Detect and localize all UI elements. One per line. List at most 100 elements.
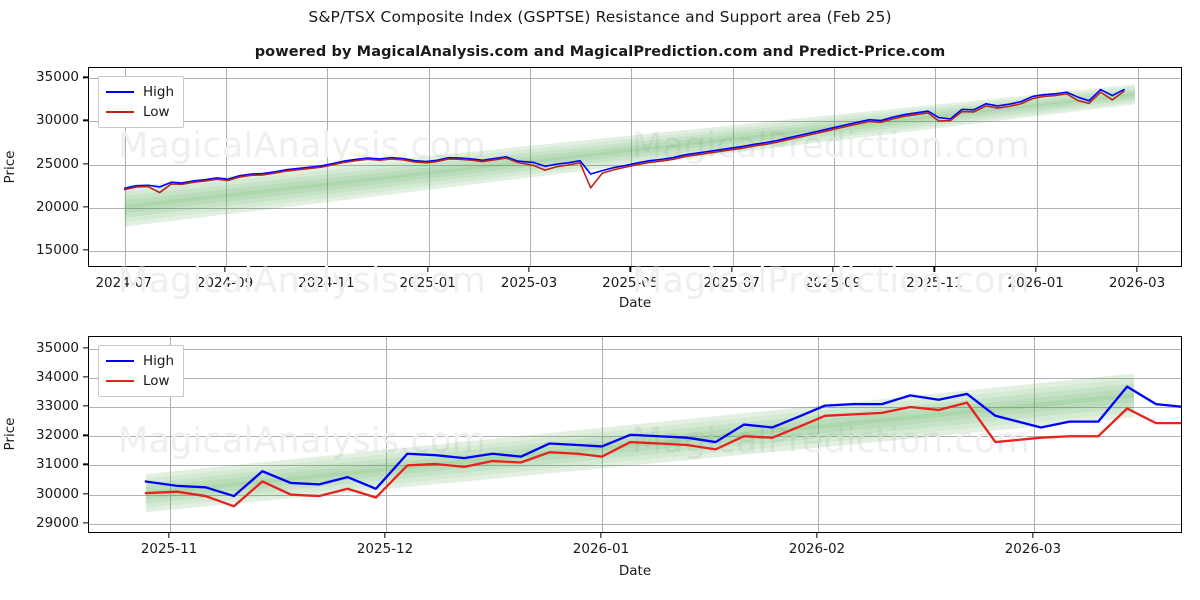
- x-tick-mark: [224, 267, 226, 272]
- gridline-vertical: [935, 68, 937, 266]
- x-tick-mark: [384, 533, 386, 538]
- gridline-vertical: [1138, 68, 1140, 266]
- x-tick-label: 2025-05: [602, 275, 659, 291]
- gridline-vertical: [386, 337, 388, 532]
- y-tick-label: 34000: [36, 368, 79, 385]
- legend-entry-high: High: [106, 351, 174, 371]
- y-tick-label: 30000: [36, 112, 79, 129]
- gridline-horizontal: [89, 465, 1181, 467]
- legend-label-high: High: [143, 84, 175, 100]
- x-tick-label: 2025-07: [703, 275, 760, 291]
- gridline-vertical: [124, 68, 126, 266]
- gridline-horizontal: [89, 436, 1181, 438]
- x-tick-mark: [933, 267, 935, 272]
- gridline-horizontal: [89, 407, 1181, 409]
- gridline-horizontal: [89, 121, 1181, 123]
- gridline-vertical: [428, 68, 430, 266]
- x-tick-mark: [325, 267, 327, 272]
- legend-entry-high: High: [106, 82, 174, 102]
- x-tick-label: 2025-09: [804, 275, 862, 291]
- y-tick-label: 15000: [36, 241, 79, 258]
- zoom-y-axis-label: Price: [2, 417, 18, 451]
- gridline-vertical: [601, 337, 603, 532]
- overview-plot-area: [88, 67, 1182, 267]
- x-tick-label: 2026-03: [1004, 541, 1062, 557]
- support-resistance-band: [145, 373, 1135, 513]
- legend-swatch-low: [106, 111, 134, 113]
- legend-swatch-low: [106, 380, 134, 382]
- x-tick-label: 2025-11: [140, 541, 198, 557]
- x-tick-label: 2025-03: [500, 275, 558, 291]
- x-tick-mark: [600, 533, 602, 538]
- x-tick-label: 2025-12: [356, 541, 414, 557]
- x-tick-mark: [731, 267, 733, 272]
- gridline-horizontal: [89, 377, 1181, 379]
- x-tick-label: 2026-03: [1108, 275, 1166, 291]
- y-tick-label: 32000: [36, 427, 79, 444]
- zoom-x-axis-label: Date: [618, 563, 652, 579]
- gridline-horizontal: [89, 207, 1181, 209]
- legend-swatch-high: [106, 91, 134, 93]
- x-tick-mark: [832, 267, 834, 272]
- x-tick-mark: [1032, 533, 1034, 538]
- y-tick-mark: [83, 492, 88, 495]
- overview-x-axis-label: Date: [618, 295, 652, 311]
- y-tick-mark: [83, 119, 88, 122]
- y-tick-mark: [83, 347, 88, 349]
- x-tick-mark: [427, 267, 429, 272]
- gridline-vertical: [1033, 337, 1035, 532]
- legend-entry-low: Low: [106, 371, 174, 391]
- legend-entry-low: Low: [106, 102, 174, 122]
- legend-label-low: Low: [143, 373, 170, 389]
- gridline-vertical: [226, 68, 227, 266]
- zoom-legend: High Low: [98, 345, 185, 397]
- zoom-plot-area: [88, 336, 1182, 533]
- y-tick-label: 33000: [36, 398, 79, 415]
- x-tick-mark: [816, 533, 818, 538]
- series-line-high: [144, 385, 1181, 498]
- overview-legend: High Low: [98, 76, 185, 128]
- x-tick-label: 2025-11: [906, 275, 963, 291]
- x-tick-mark: [1136, 267, 1138, 272]
- gridline-horizontal: [89, 523, 1181, 525]
- series-line-low: [144, 401, 1181, 508]
- gridline-horizontal: [89, 250, 1181, 252]
- series-line-high: [123, 88, 1125, 190]
- y-tick-label: 30000: [36, 485, 79, 502]
- y-tick-label: 31000: [36, 456, 79, 473]
- x-tick-label: 2026-01: [1007, 275, 1064, 291]
- y-tick-mark: [83, 376, 88, 378]
- x-tick-label: 2025-01: [399, 275, 456, 291]
- y-tick-mark: [83, 76, 88, 78]
- x-tick-mark: [528, 267, 530, 272]
- x-tick-label: 2026-02: [788, 541, 846, 557]
- series-line-low: [123, 90, 1125, 194]
- gridline-horizontal: [89, 78, 1181, 80]
- x-tick-mark: [123, 267, 125, 272]
- overview-chart-panel: 15000 20000 25000 30000 35000 2024-07 2024-09 2…: [36, 67, 1182, 291]
- gridline-vertical: [631, 68, 633, 266]
- page-subtitle: powered by MagicalAnalysis.com and Magic…: [254, 44, 946, 60]
- y-tick-label: 29000: [36, 514, 79, 531]
- y-tick-mark: [83, 434, 88, 436]
- gridline-vertical: [327, 68, 329, 266]
- x-tick-mark: [168, 533, 170, 538]
- x-tick-label: 2026-01: [572, 541, 630, 557]
- y-tick-label: 35000: [36, 69, 79, 86]
- x-tick-label: 2024-11: [298, 275, 355, 291]
- gridline-vertical: [530, 68, 531, 266]
- legend-swatch-high: [106, 360, 134, 362]
- price-series-group: [123, 88, 1125, 194]
- legend-label-high: High: [143, 353, 175, 369]
- y-tick-mark: [83, 162, 88, 165]
- y-tick-label: 35000: [36, 339, 79, 356]
- page-title: S&P/TSX Composite Index (GSPTSE) Resista…: [308, 8, 892, 26]
- y-tick-mark: [83, 249, 88, 251]
- y-tick-mark: [83, 522, 88, 524]
- gridline-vertical: [817, 337, 819, 532]
- gridline-vertical: [732, 68, 734, 266]
- x-tick-label: 2024-07: [95, 275, 152, 291]
- y-tick-label: 25000: [36, 155, 79, 172]
- price-series-group: [144, 385, 1181, 508]
- y-tick-mark: [83, 463, 88, 466]
